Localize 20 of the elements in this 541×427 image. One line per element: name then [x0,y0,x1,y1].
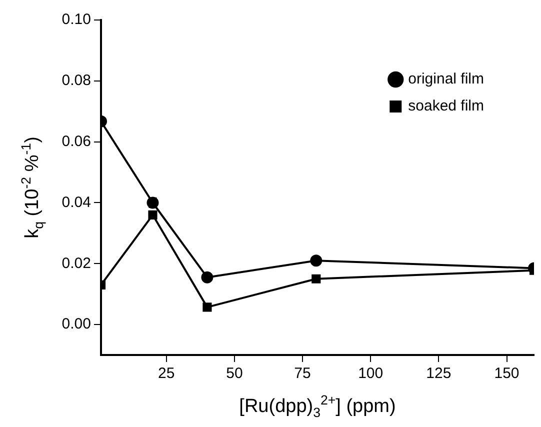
point [201,271,214,284]
legend-label: original film [408,70,484,88]
y-tick-label: 0.02 [62,254,91,272]
y-tick-label: 0.06 [62,132,91,150]
point [202,302,212,312]
y-tick-label: 0.08 [62,72,91,90]
x-tick-label: 125 [426,365,452,382]
y-tick-label: 0.00 [62,316,91,333]
legend-label: soaked film [408,98,484,115]
y-tick-label: 0.04 [62,194,91,211]
x-tick-label: 75 [294,365,311,382]
x-tick-label: 100 [358,365,384,382]
x-tick-label: 150 [494,365,520,382]
x-tick-label: 25 [158,365,175,382]
point [148,210,158,220]
y-axis-title: kq (10-2 %-1) [18,136,46,238]
point [312,274,321,284]
x-tick-label: 50 [226,365,243,382]
point [310,254,322,267]
y-tick-label: 0.10 [62,11,91,28]
